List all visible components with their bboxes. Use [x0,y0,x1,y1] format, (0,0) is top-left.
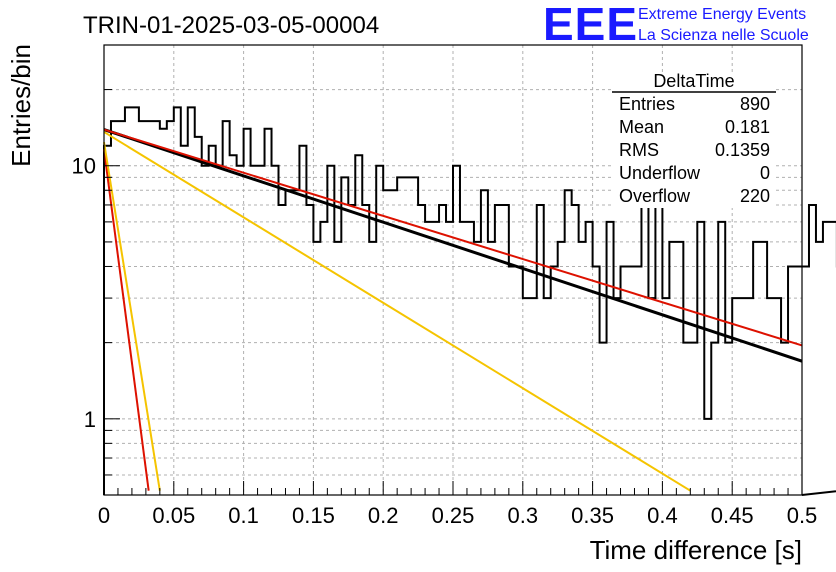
fit-curves [103,128,803,492]
stats-label: Mean [619,117,664,137]
stats-label: Entries [619,94,675,114]
x-tick-label: 0.3 [508,503,539,528]
stats-label: Underflow [619,163,701,183]
stats-value: 0.181 [725,117,770,137]
x-tick-label: 0.25 [432,503,475,528]
stats-title: DeltaTime [653,71,734,91]
fit-curve-2 [103,128,803,347]
stats-label: RMS [619,140,659,160]
logo-line-2: La Scienza nelle Scuole [638,27,809,44]
stats-value: 0 [760,163,770,183]
axis-ticks [103,44,803,496]
x-tick-label: 0.2 [368,503,399,528]
fit-curve-3 [103,149,150,491]
y-tick-labels: 1 10 [72,154,96,432]
x-tick-label: 0.45 [711,503,754,528]
chart-title: TRIN-01-2025-03-05-00004 [83,12,379,39]
stats-value: 890 [740,94,770,114]
histogram [103,106,836,496]
x-tick-label: 0.15 [292,503,335,528]
x-axis-title: Time difference [s] [590,535,802,565]
y-axis-title: Entries/bin [6,44,36,167]
y-tick-label: 10 [72,154,96,179]
logo-line-1: Extreme Energy Events [638,6,806,23]
stats-value: 0.1359 [715,140,770,160]
stats-box-background [612,74,776,208]
histogram-line [103,106,836,496]
x-tick-label: 0.05 [152,503,195,528]
fit-curve-5 [103,141,161,491]
eee-logo: EEE Extreme Energy Events La Scienza nel… [543,0,809,50]
stats-label: Overflow [619,186,691,206]
x-tick-label: 0.35 [571,503,614,528]
x-tick-label: 0 [98,503,110,528]
x-tick-labels: 0 0.05 0.1 0.15 0.2 0.25 0.3 0.35 0.4 0.45 0.5 [98,503,817,528]
fit-curve-1 [103,128,803,363]
fit-curve-4 [103,131,691,492]
y-tick-label: 1 [84,407,96,432]
stats-rows: Entries 890 Mean 0.181 RMS 0.1359 Underflow 0 Ov… [619,94,770,206]
x-tick-label: 0.1 [228,503,259,528]
stats-box: DeltaTime Entries 890 Mean 0.181 RMS 0.1359 Un… [612,71,776,208]
x-tick-label: 0.5 [787,503,818,528]
x-tick-label: 0.4 [647,503,678,528]
logo-mark: EEE [543,0,638,50]
stats-value: 220 [740,186,770,206]
